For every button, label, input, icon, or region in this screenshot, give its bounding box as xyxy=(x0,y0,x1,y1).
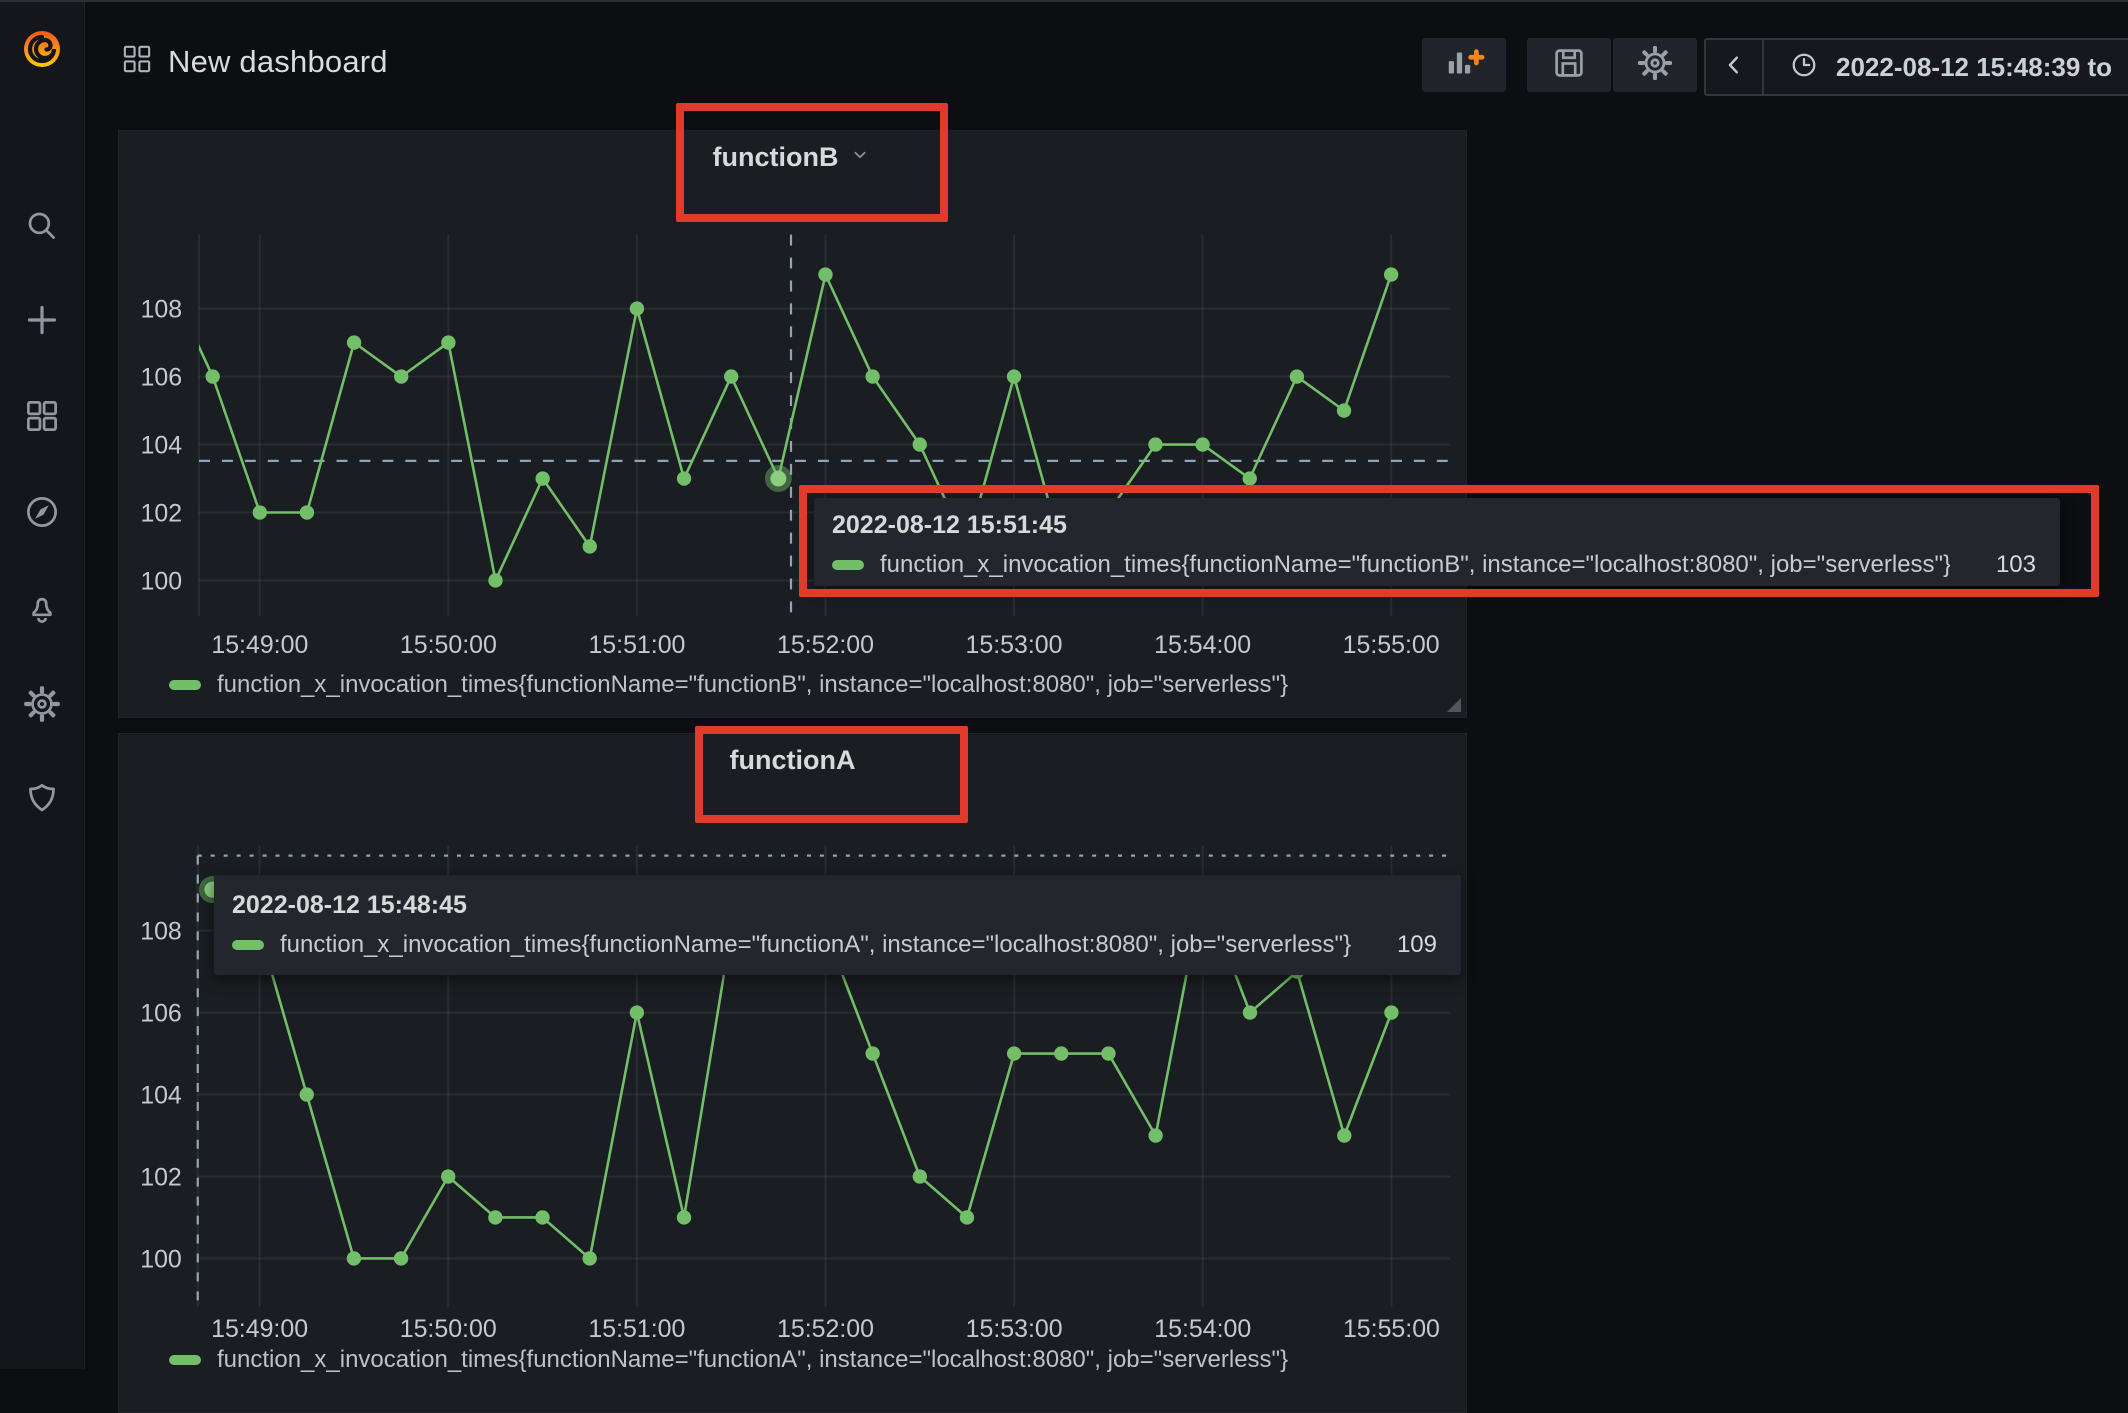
svg-text:15:54:00: 15:54:00 xyxy=(1154,631,1251,659)
tooltip-swatch xyxy=(232,940,264,950)
tooltip-timestamp: 2022-08-12 15:48:45 xyxy=(232,891,467,919)
svg-text:15:49:00: 15:49:00 xyxy=(211,1315,308,1343)
tooltip-swatch xyxy=(832,560,864,570)
gear-icon xyxy=(1634,42,1676,89)
save-icon xyxy=(1549,43,1589,88)
panel-resize-handle[interactable] xyxy=(1447,698,1461,712)
time-shift-back-button[interactable] xyxy=(1706,40,1764,94)
tooltip-value: 103 xyxy=(1995,551,2036,578)
time-series-chart-functionB[interactable]: 100 102 104 106 108 15:49:00 15:50:00 15:51:00 1… xyxy=(119,131,1466,717)
panel-title-functionA[interactable]: functionA xyxy=(729,744,856,775)
panel-functionA: 100 102 104 106 108 15:49:00 15:50:00 15:51:00 1… xyxy=(118,733,1467,1413)
tooltip-timestamp: 2022-08-12 15:51:45 xyxy=(832,511,1067,539)
save-dashboard-button[interactable] xyxy=(1527,38,1611,92)
tooltip-series: function_x_invocation_times{functionName… xyxy=(880,551,1950,578)
gear-icon xyxy=(20,682,64,731)
time-range-picker[interactable]: 2022-08-12 15:48:39 to xyxy=(1764,47,2112,88)
sidebar-item-search[interactable] xyxy=(0,196,84,260)
sidebar-item-server-admin[interactable] xyxy=(0,770,84,834)
tooltip-series: function_x_invocation_times{functionName… xyxy=(280,931,1351,958)
svg-text:100: 100 xyxy=(141,567,183,595)
sidebar xyxy=(0,0,85,1369)
svg-text:106: 106 xyxy=(140,1000,182,1028)
svg-text:104: 104 xyxy=(140,1082,182,1110)
sidebar-item-dashboards[interactable] xyxy=(0,386,84,450)
time-range-label: 2022-08-12 15:48:39 to xyxy=(1836,51,2113,82)
chevron-down-icon xyxy=(848,143,872,172)
svg-text:15:52:00: 15:52:00 xyxy=(777,1315,874,1343)
dashboard-settings-button[interactable] xyxy=(1613,38,1697,92)
sidebar-item-alerting[interactable] xyxy=(0,578,84,642)
search-icon xyxy=(20,204,64,253)
svg-text:15:55:00: 15:55:00 xyxy=(1343,1315,1440,1343)
add-panel-button[interactable] xyxy=(1422,38,1506,92)
dashboards-grid-icon xyxy=(20,394,64,443)
add-panel-icon xyxy=(1442,43,1486,88)
sidebar-item-explore[interactable] xyxy=(0,482,84,546)
compass-icon xyxy=(20,490,64,539)
svg-text:15:50:00: 15:50:00 xyxy=(400,631,497,659)
svg-text:102: 102 xyxy=(141,499,183,527)
legend-item-functionA[interactable]: function_x_invocation_times{functionName… xyxy=(169,1346,1288,1374)
page-title: New dashboard xyxy=(168,44,388,79)
svg-text:106: 106 xyxy=(141,364,183,392)
time-series-chart-functionA[interactable]: 100 102 104 106 108 15:49:00 15:50:00 15:51:00 1… xyxy=(119,734,1466,1412)
grafana-logo[interactable] xyxy=(17,24,67,74)
svg-text:108: 108 xyxy=(140,918,182,946)
chart-tooltip-functionA: 2022-08-12 15:48:45 function_x_invocatio… xyxy=(214,875,1461,975)
panel-functionB: 100 102 104 106 108 15:49:00 15:50:00 15:51:00 1… xyxy=(118,130,1467,718)
sidebar-item-configuration[interactable] xyxy=(0,674,84,738)
svg-text:15:55:00: 15:55:00 xyxy=(1343,631,1440,659)
svg-text:100: 100 xyxy=(140,1245,182,1273)
shield-icon xyxy=(20,778,64,827)
svg-text:15:54:00: 15:54:00 xyxy=(1154,1315,1251,1343)
top-divider xyxy=(0,0,2128,2)
svg-text:15:53:00: 15:53:00 xyxy=(966,631,1063,659)
panel-title-functionB[interactable]: functionB xyxy=(119,137,1466,177)
sidebar-item-create[interactable] xyxy=(0,290,84,354)
tooltip-value: 109 xyxy=(1396,931,1437,958)
svg-text:15:50:00: 15:50:00 xyxy=(400,1315,497,1343)
chart-tooltip-functionB: 2022-08-12 15:51:45 function_x_invocatio… xyxy=(814,498,2060,586)
plus-icon xyxy=(20,298,64,347)
time-range-group: 2022-08-12 15:48:39 to xyxy=(1704,38,2128,96)
svg-text:102: 102 xyxy=(140,1163,182,1191)
svg-text:15:51:00: 15:51:00 xyxy=(588,631,685,659)
legend-swatch xyxy=(169,680,201,690)
svg-text:15:49:00: 15:49:00 xyxy=(211,631,308,659)
clock-icon xyxy=(1786,47,1822,88)
svg-text:15:53:00: 15:53:00 xyxy=(966,1315,1063,1343)
svg-text:104: 104 xyxy=(141,431,183,459)
dashboard-apps-icon xyxy=(120,42,154,76)
svg-text:108: 108 xyxy=(141,296,183,324)
svg-text:15:51:00: 15:51:00 xyxy=(588,1315,685,1343)
legend-item-functionB[interactable]: function_x_invocation_times{functionName… xyxy=(169,671,1288,699)
bell-icon xyxy=(20,586,64,635)
legend-swatch xyxy=(169,1355,201,1365)
svg-text:15:52:00: 15:52:00 xyxy=(777,631,874,659)
chevron-left-icon xyxy=(1717,48,1751,87)
